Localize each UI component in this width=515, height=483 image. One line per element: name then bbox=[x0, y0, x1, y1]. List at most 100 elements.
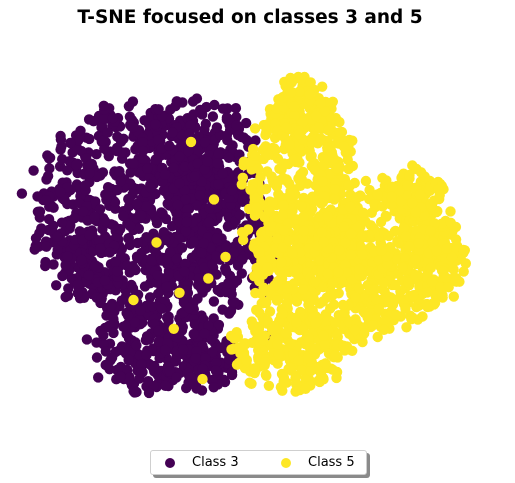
legend-marker-class-3 bbox=[165, 457, 175, 468]
data-point-class-3 bbox=[132, 253, 143, 264]
data-point-class-3 bbox=[44, 163, 55, 174]
data-point-class-3 bbox=[210, 358, 222, 369]
data-point-class-5 bbox=[263, 380, 275, 391]
data-point-class-5 bbox=[241, 354, 252, 366]
data-point-class-5 bbox=[378, 324, 390, 335]
data-point-class-5 bbox=[327, 278, 338, 289]
data-point-class-5 bbox=[277, 308, 288, 319]
data-point-class-3 bbox=[94, 204, 106, 215]
data-point-class-5 bbox=[334, 245, 345, 256]
data-point-class-5 bbox=[249, 210, 261, 221]
data-point-class-3 bbox=[100, 346, 112, 357]
data-point-class-3 bbox=[84, 133, 95, 145]
data-point-class-5 bbox=[274, 163, 285, 174]
data-point-class-5 bbox=[450, 234, 462, 245]
data-point-class-3 bbox=[196, 283, 207, 294]
data-point-class-3 bbox=[81, 334, 93, 345]
data-point-class-5 bbox=[304, 88, 316, 100]
data-point-class-5 bbox=[318, 330, 329, 341]
data-point-class-5 bbox=[293, 355, 304, 366]
data-point-class-3 bbox=[234, 209, 246, 221]
data-point-class-5 bbox=[407, 312, 418, 323]
data-point-class-3 bbox=[189, 319, 200, 330]
data-point-class-5 bbox=[254, 308, 265, 319]
data-point-class-3 bbox=[102, 127, 114, 138]
data-point-class-5 bbox=[435, 281, 446, 293]
data-point-class-3 bbox=[48, 202, 59, 213]
data-point-class-3 bbox=[124, 194, 135, 205]
data-point-class-5 bbox=[369, 284, 380, 295]
data-point-class-3 bbox=[142, 163, 153, 174]
data-point-class-5 bbox=[364, 184, 375, 196]
data-point-class-5 bbox=[300, 383, 311, 394]
data-point-class-5 bbox=[400, 303, 411, 314]
data-point-class-5 bbox=[273, 176, 284, 187]
data-point-class-3 bbox=[104, 247, 116, 258]
data-point-class-5 bbox=[320, 358, 331, 369]
data-point-class-5 bbox=[381, 211, 392, 222]
data-point-class-5 bbox=[319, 339, 331, 350]
data-point-class-3 bbox=[187, 96, 199, 107]
data-point-class-3 bbox=[174, 178, 185, 189]
data-point-class-3 bbox=[159, 169, 171, 180]
data-point-class-3 bbox=[150, 119, 161, 130]
data-point-class-3 bbox=[91, 352, 103, 363]
data-point-class-3 bbox=[217, 103, 229, 114]
data-point-class-3 bbox=[228, 247, 239, 258]
data-point-class-5 bbox=[458, 244, 469, 256]
data-point-class-3 bbox=[111, 266, 123, 277]
data-point-class-3 bbox=[217, 304, 228, 315]
data-point-class-3 bbox=[193, 146, 204, 157]
data-point-class-3 bbox=[100, 359, 111, 371]
data-point-class-5 bbox=[168, 323, 179, 334]
data-point-class-3 bbox=[250, 135, 261, 146]
data-point-class-5 bbox=[317, 81, 328, 92]
data-point-class-3 bbox=[141, 331, 153, 342]
data-point-class-3 bbox=[153, 325, 164, 336]
legend: Class 3 Class 5 bbox=[150, 450, 367, 475]
data-point-class-3 bbox=[203, 320, 214, 331]
data-point-class-3 bbox=[123, 233, 134, 244]
data-point-class-3 bbox=[108, 313, 119, 325]
data-point-class-5 bbox=[410, 270, 422, 281]
data-point-class-5 bbox=[208, 194, 220, 205]
data-point-class-3 bbox=[118, 321, 129, 332]
data-point-class-5 bbox=[431, 245, 442, 257]
data-point-class-3 bbox=[211, 251, 222, 262]
data-point-class-5 bbox=[220, 251, 231, 263]
data-point-class-3 bbox=[180, 226, 192, 237]
data-point-class-5 bbox=[330, 317, 341, 329]
data-point-class-5 bbox=[425, 225, 436, 236]
data-point-class-5 bbox=[319, 106, 330, 117]
data-point-class-3 bbox=[127, 283, 139, 294]
data-point-class-5 bbox=[385, 241, 396, 253]
legend-item-class-3: Class 3 bbox=[165, 451, 239, 474]
data-point-class-3 bbox=[123, 354, 134, 365]
data-point-class-3 bbox=[200, 118, 211, 130]
data-point-class-5 bbox=[392, 254, 403, 265]
data-point-class-3 bbox=[231, 275, 243, 286]
data-point-class-3 bbox=[159, 234, 171, 246]
data-point-class-5 bbox=[433, 184, 444, 195]
data-point-class-5 bbox=[359, 328, 370, 339]
data-point-class-5 bbox=[367, 320, 379, 331]
data-point-class-5 bbox=[338, 141, 350, 152]
data-point-class-5 bbox=[256, 255, 268, 266]
data-point-class-5 bbox=[381, 259, 393, 270]
data-point-class-5 bbox=[410, 206, 421, 218]
data-point-class-3 bbox=[106, 352, 118, 363]
data-point-class-5 bbox=[331, 163, 342, 174]
data-point-class-3 bbox=[61, 165, 73, 176]
data-point-class-5 bbox=[337, 299, 349, 311]
data-point-class-5 bbox=[408, 290, 419, 301]
data-point-class-5 bbox=[338, 221, 350, 232]
data-point-class-5 bbox=[344, 201, 356, 212]
data-point-class-5 bbox=[373, 303, 384, 314]
data-point-class-3 bbox=[91, 149, 102, 160]
data-point-class-5 bbox=[317, 176, 328, 187]
data-point-class-3 bbox=[41, 241, 52, 252]
data-point-class-3 bbox=[29, 244, 40, 255]
data-point-class-3 bbox=[153, 104, 164, 115]
data-point-class-5 bbox=[174, 287, 185, 298]
data-point-class-5 bbox=[285, 338, 296, 349]
